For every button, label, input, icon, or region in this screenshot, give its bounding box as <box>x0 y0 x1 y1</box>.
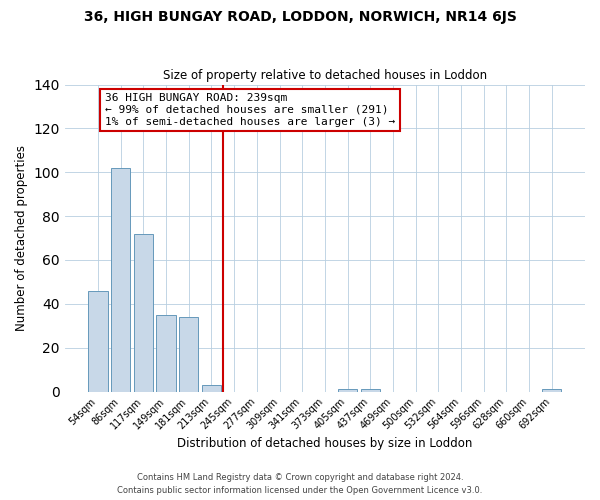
Title: Size of property relative to detached houses in Loddon: Size of property relative to detached ho… <box>163 69 487 82</box>
Bar <box>542 390 562 392</box>
Bar <box>134 234 153 392</box>
Bar <box>361 390 380 392</box>
Bar <box>338 390 357 392</box>
X-axis label: Distribution of detached houses by size in Loddon: Distribution of detached houses by size … <box>177 437 473 450</box>
Bar <box>88 290 108 392</box>
Bar <box>179 317 199 392</box>
Y-axis label: Number of detached properties: Number of detached properties <box>15 145 28 331</box>
Bar <box>111 168 130 392</box>
Bar <box>157 315 176 392</box>
Text: 36, HIGH BUNGAY ROAD, LODDON, NORWICH, NR14 6JS: 36, HIGH BUNGAY ROAD, LODDON, NORWICH, N… <box>83 10 517 24</box>
Text: Contains HM Land Registry data © Crown copyright and database right 2024.
Contai: Contains HM Land Registry data © Crown c… <box>118 474 482 495</box>
Text: 36 HIGH BUNGAY ROAD: 239sqm
← 99% of detached houses are smaller (291)
1% of sem: 36 HIGH BUNGAY ROAD: 239sqm ← 99% of det… <box>105 94 395 126</box>
Bar <box>202 385 221 392</box>
